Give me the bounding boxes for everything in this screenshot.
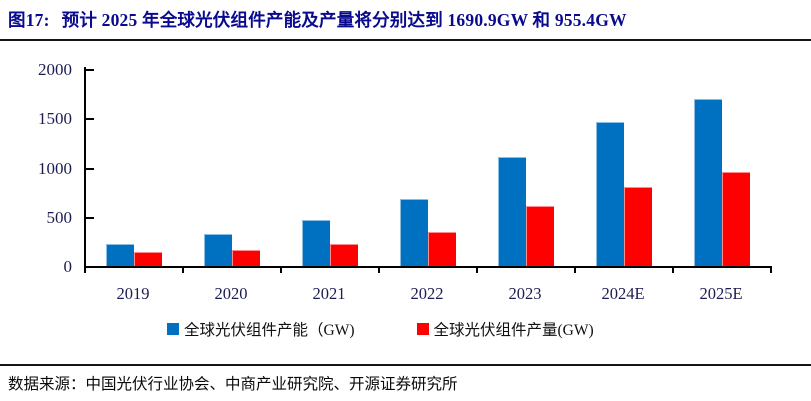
x-tick-label: 2023 xyxy=(508,284,542,303)
bar-capacity-2019 xyxy=(106,244,134,266)
y-tick-label: 2000 xyxy=(38,60,72,79)
bar-production-2021 xyxy=(330,244,358,266)
figure-label: 图17: xyxy=(8,10,50,30)
bar-production-2020 xyxy=(232,249,260,266)
y-tick-mark xyxy=(86,216,94,219)
data-source: 数据来源：中国光伏行业协会、中商产业研究院、开源证券研究所 xyxy=(8,376,458,393)
bar-capacity-2021 xyxy=(302,220,330,266)
y-tick-label: 0 xyxy=(63,257,73,276)
x-tick-mark xyxy=(770,267,772,273)
x-tick-mark xyxy=(574,267,576,273)
bar-capacity-2020 xyxy=(204,233,232,266)
x-tick-mark xyxy=(378,267,380,273)
x-tick-label: 2022 xyxy=(410,284,444,303)
legend-swatch-production xyxy=(416,323,429,335)
y-axis xyxy=(84,67,86,268)
legend-item-capacity: 全球光伏组件产能（GW) xyxy=(167,318,355,340)
bar-capacity-2024E xyxy=(596,122,624,266)
x-tick-mark xyxy=(476,267,478,273)
legend-label-production: 全球光伏组件产量(GW) xyxy=(433,322,594,339)
x-tick-mark xyxy=(672,267,674,273)
bar-capacity-2025E xyxy=(694,99,722,266)
y-tick-label: 500 xyxy=(46,207,73,227)
x-tick-mark xyxy=(84,267,86,273)
x-tick-label: 2024E xyxy=(601,284,645,303)
bar-capacity-2022 xyxy=(400,198,428,266)
y-tick-label: 1000 xyxy=(38,158,72,178)
footer-divider xyxy=(0,364,811,366)
bar-production-2023 xyxy=(526,205,554,266)
x-tick-mark xyxy=(182,267,184,273)
x-tick-label: 2019 xyxy=(116,284,150,303)
y-tick-mark xyxy=(86,118,94,121)
bar-production-2024E xyxy=(624,187,652,266)
x-tick-label: 2025E xyxy=(699,284,743,303)
title-divider xyxy=(0,39,811,41)
figure-title-text: 预计 2025 年全球光伏组件产能及产量将分别达到 1690.9GW 和 955… xyxy=(61,10,627,30)
x-tick-label: 2021 xyxy=(312,284,346,303)
legend-item-production: 全球光伏组件产量(GW) xyxy=(416,318,594,340)
chart-legend: 全球光伏组件产能（GW) 全球光伏组件产量(GW) xyxy=(167,318,594,340)
x-axis xyxy=(84,266,772,268)
x-tick-label: 2020 xyxy=(214,284,248,303)
x-tick-mark xyxy=(280,267,282,273)
bar-capacity-2023 xyxy=(498,157,526,266)
figure-title: 图17: 预计 2025 年全球光伏组件产能及产量将分别达到 1690.9GW 和… xyxy=(8,7,803,32)
y-tick-mark xyxy=(86,167,94,170)
bar-production-2019 xyxy=(134,252,162,266)
bar-production-2022 xyxy=(428,231,456,266)
legend-swatch-capacity xyxy=(167,323,179,335)
bar-production-2025E xyxy=(722,171,750,266)
y-tick-mark xyxy=(86,69,94,71)
y-tick-label: 1500 xyxy=(38,109,72,129)
legend-label-capacity: 全球光伏组件产能（GW) xyxy=(184,322,355,339)
